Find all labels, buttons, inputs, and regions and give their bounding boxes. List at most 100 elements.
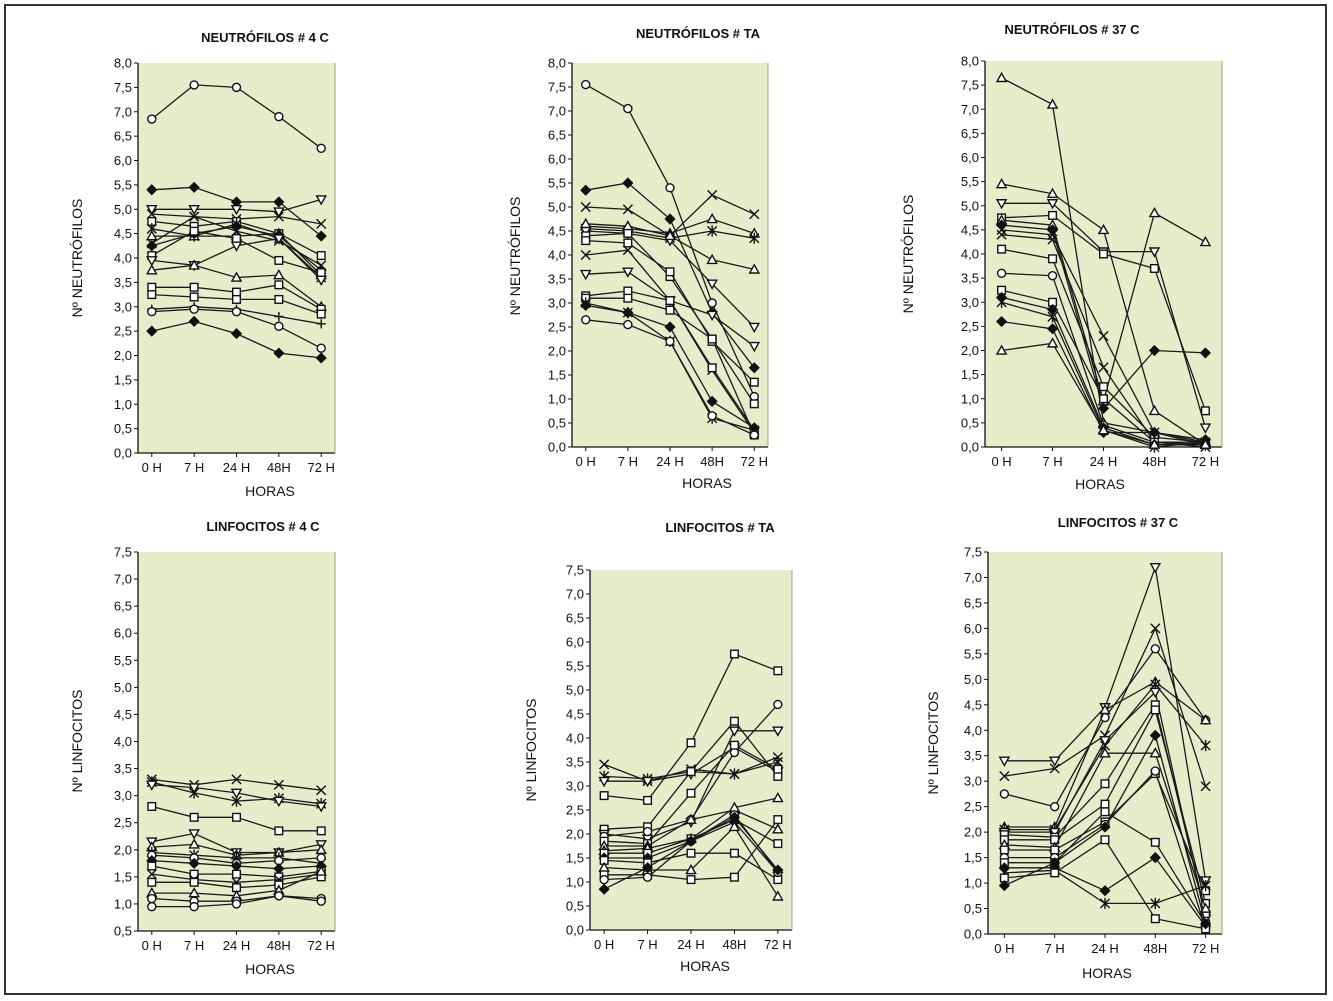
y-tick-label: 2,5 xyxy=(114,815,132,830)
data-point-star-alt xyxy=(1200,880,1211,892)
data-point-circle-alt xyxy=(642,872,653,882)
data-point-square xyxy=(749,377,759,387)
x-tick-label: 0 H xyxy=(991,454,1011,469)
series-3 xyxy=(145,780,328,813)
data-point-triangle-alt xyxy=(772,890,784,901)
data-point-star-alt xyxy=(1099,897,1111,910)
data-point-diamond-alt xyxy=(1149,729,1161,741)
x-tick-label: 0 H xyxy=(142,460,162,475)
data-point-x xyxy=(273,779,284,790)
data-point-circle xyxy=(665,183,675,193)
chart-5: LINFOCITOS # TA 0,0 0,5 1,0 1,5 2,0 2,5 3,0 3,5 4… xyxy=(523,520,793,974)
y-tick-label: 6,0 xyxy=(548,152,566,167)
y-tick-label: 6,5 xyxy=(961,126,979,141)
data-point-square-alt xyxy=(147,801,157,811)
data-point-square xyxy=(1100,779,1110,789)
data-point-diamond xyxy=(580,299,592,311)
y-tick-label: 5,5 xyxy=(566,659,584,674)
y-tick-label: 3,5 xyxy=(961,271,979,286)
data-point-x xyxy=(749,209,760,220)
data-point-circle-alt xyxy=(1047,271,1058,281)
data-point-x xyxy=(622,204,633,215)
data-point-star xyxy=(996,296,1007,308)
y-tick-label: 4,5 xyxy=(566,707,584,722)
data-point-tri-down xyxy=(998,756,1011,767)
x-tick-label: 24 H xyxy=(1090,454,1117,469)
data-point-tri-down xyxy=(273,796,285,808)
x-tick-label: 72 H xyxy=(1192,454,1219,469)
y-tick-label: 8,0 xyxy=(961,54,979,69)
data-point-square-alt xyxy=(1098,249,1108,259)
y-tick-label: 5,5 xyxy=(114,177,132,192)
x-axis-label: HORAS xyxy=(680,958,730,974)
data-point-triangle xyxy=(706,253,718,265)
y-axis-label: Nº NEUTRÓFILOS xyxy=(900,195,916,314)
data-point-square-alt xyxy=(231,812,241,822)
y-tick-label: 3,5 xyxy=(114,761,132,776)
data-point-circle xyxy=(147,114,157,124)
data-point-triangle-alt xyxy=(188,838,200,849)
data-point-tri-down xyxy=(1149,562,1162,574)
data-point-x-alt xyxy=(1047,234,1058,245)
data-point-circle xyxy=(189,901,199,912)
y-tick-label: 2,5 xyxy=(566,803,584,818)
series-13 xyxy=(147,280,326,314)
data-point-x xyxy=(146,869,157,880)
y-tick-label: 2,0 xyxy=(114,842,132,857)
data-point-tri-down xyxy=(230,204,243,216)
series-9 xyxy=(581,236,759,387)
data-point-tri-down xyxy=(315,275,328,286)
data-point-square-alt xyxy=(231,869,241,879)
y-tick-label: 0,5 xyxy=(961,415,979,430)
data-point-tri-down xyxy=(315,195,328,206)
data-point-diamond xyxy=(728,811,741,823)
chart-title: LINFOCITOS # 4 C xyxy=(206,519,320,534)
data-point-tri-down xyxy=(1199,423,1212,434)
x-tick-label: 24 H xyxy=(223,938,250,953)
data-point-diamond xyxy=(230,327,243,340)
data-point-circle xyxy=(189,80,199,90)
y-tick-label: 5,5 xyxy=(961,174,979,189)
y-tick-label: 1,0 xyxy=(964,876,982,891)
y-tick-label: 0,5 xyxy=(114,924,132,939)
data-point-square xyxy=(623,293,633,303)
y-tick-label: 5,0 xyxy=(961,198,979,213)
data-point-diamond xyxy=(1099,885,1111,897)
data-point-triangle-alt xyxy=(273,269,285,280)
y-tick-label: 0,0 xyxy=(566,923,584,938)
data-point-diamond-alt xyxy=(315,230,327,242)
y-tick-label: 4,5 xyxy=(548,224,566,239)
data-point-tri-down xyxy=(995,199,1008,210)
figure-frame: NEUTRÓFILOS # 4 C 0,0 0,5 1,0 1,5 2,0 2,5 3,0 3,… xyxy=(4,4,1327,995)
data-point-tri-down xyxy=(1046,199,1059,210)
y-tick-label: 5,0 xyxy=(114,202,132,217)
x-axis-label: HORAS xyxy=(245,483,295,499)
y-tick-label: 3,0 xyxy=(964,774,982,789)
data-point-triangle xyxy=(579,217,592,229)
data-point-diamond xyxy=(685,835,697,847)
data-point-square-alt xyxy=(1150,837,1160,847)
y-tick-label: 1,5 xyxy=(964,850,982,865)
data-point-square xyxy=(686,767,696,777)
y-tick-label: 4,0 xyxy=(548,248,566,263)
data-point-tri-down xyxy=(188,783,200,794)
data-point-x-alt xyxy=(1098,362,1109,373)
y-tick-label: 7,0 xyxy=(548,104,566,119)
plot-area xyxy=(572,63,768,447)
data-point-square-alt xyxy=(623,286,633,296)
data-point-square-alt xyxy=(643,795,653,805)
x-axis-label: HORAS xyxy=(245,961,295,977)
data-point-square xyxy=(729,872,739,882)
data-point-square xyxy=(581,236,591,246)
data-point-tri-down xyxy=(579,269,592,281)
data-point-x xyxy=(1047,229,1058,240)
x-tick-label: 24 H xyxy=(1091,941,1118,956)
series-16 xyxy=(998,729,1212,930)
data-point-diamond-alt xyxy=(622,177,634,189)
y-tick-label: 2,0 xyxy=(964,825,982,840)
chart-title: NEUTRÓFILOS # TA xyxy=(636,26,761,41)
data-point-circle xyxy=(1150,766,1161,776)
data-point-circle xyxy=(1150,644,1161,654)
x-tick-label: 24 H xyxy=(656,454,683,469)
data-point-diamond xyxy=(641,862,654,874)
